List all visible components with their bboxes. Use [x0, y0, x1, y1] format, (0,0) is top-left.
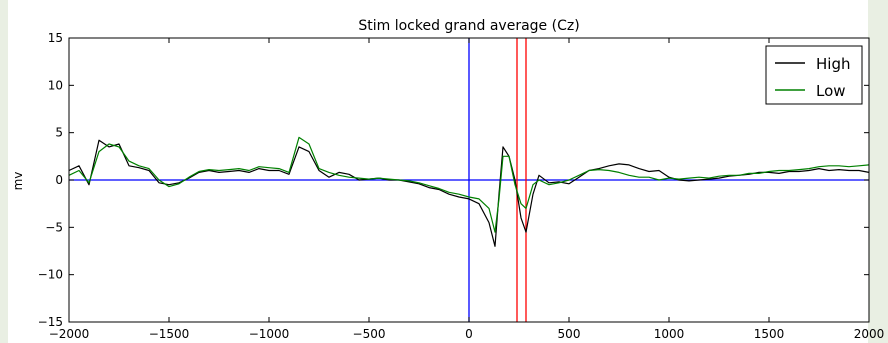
legend-box [765, 45, 863, 105]
x-tick-label: −2000 [49, 327, 90, 341]
legend: High Low [765, 45, 863, 105]
x-tick-label: −1000 [249, 327, 290, 341]
x-tick-label: 500 [558, 327, 581, 341]
series-line-low [68, 136, 870, 233]
y-tick-label: −5 [45, 220, 63, 234]
x-tick-label: −1500 [149, 327, 190, 341]
chart-title: Stim locked grand average (Cz) [358, 18, 579, 34]
legend-label-high: High [816, 55, 850, 73]
x-tick-label: 1000 [654, 327, 685, 341]
y-tick-label: −15 [38, 315, 63, 329]
plot-area: −2000 −1500 −1000 −500 0 500 1000 1500 2000 15 10 5… [38, 31, 885, 341]
x-tick-label: −500 [353, 327, 386, 341]
y-tick-label: 15 [48, 31, 63, 45]
y-tick-label: 5 [55, 126, 63, 140]
y-tick-label: 10 [48, 78, 63, 92]
y-axis-label: mv [11, 172, 25, 191]
series-line-high [68, 139, 870, 247]
y-tick-label: 0 [55, 173, 63, 187]
x-tick-label: 2000 [854, 327, 885, 341]
y-tick-label: −10 [38, 268, 63, 282]
legend-label-low: Low [816, 82, 846, 100]
x-tick-label: 0 [465, 327, 473, 341]
x-tick-label: 1500 [754, 327, 785, 341]
